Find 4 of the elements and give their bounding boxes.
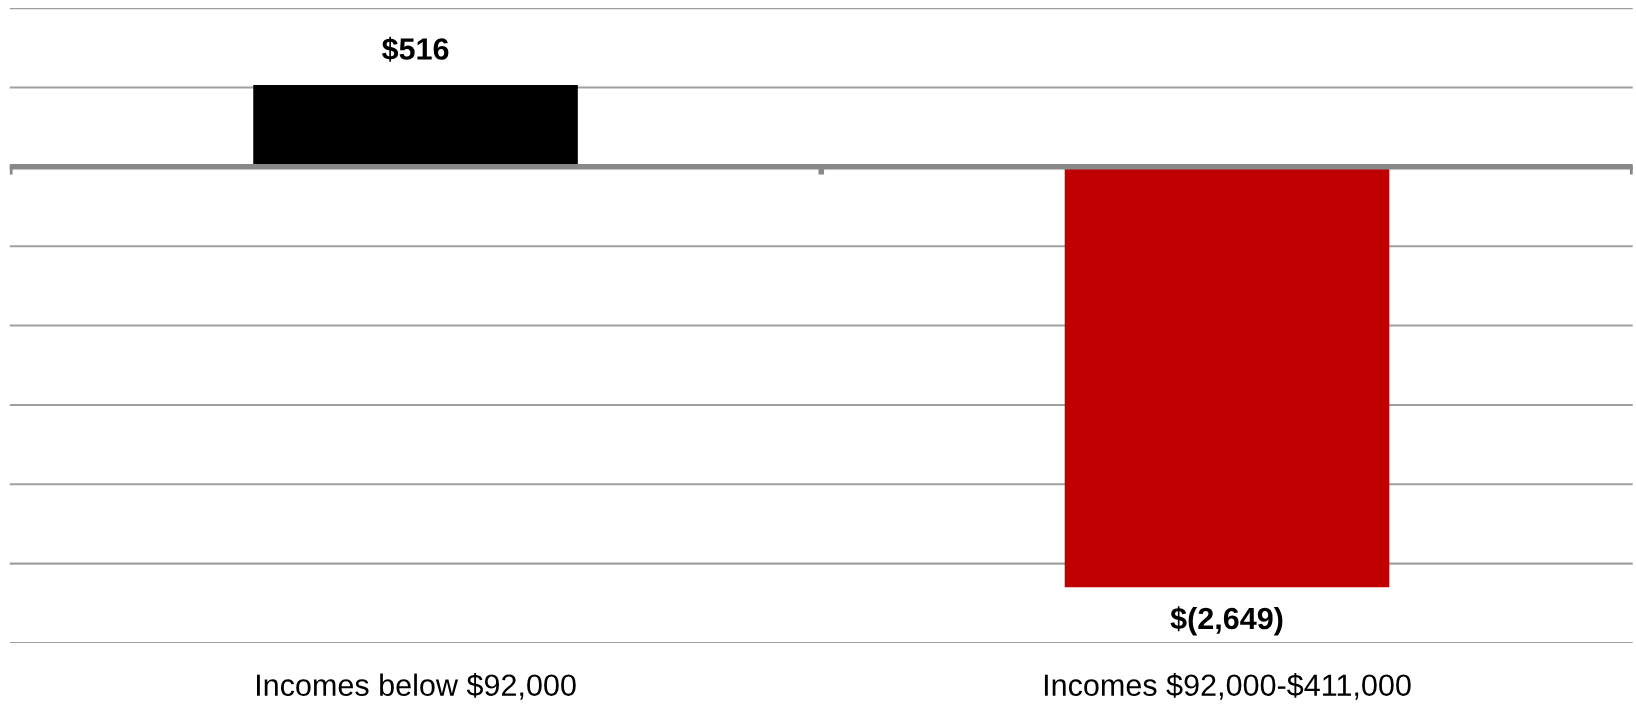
x-tick-label: Incomes $92,000-$411,000 — [1044, 673, 1411, 700]
x-tick-label: Incomes below $92,000 — [257, 673, 576, 700]
data-label: $(2,649) — [1170, 606, 1283, 636]
data-label: $516 — [381, 36, 449, 62]
